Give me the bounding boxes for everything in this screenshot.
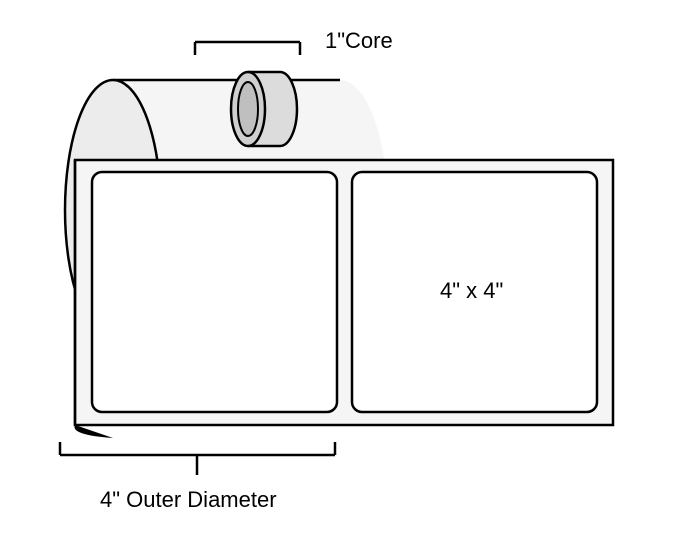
- roll-illustration: [0, 0, 691, 555]
- label-roll-diagram: 1"Core 4" x 4" 4" Outer Diameter: [0, 0, 691, 555]
- outer-diameter-label: 4" Outer Diameter: [100, 487, 277, 513]
- core-label: 1"Core: [325, 28, 393, 54]
- label-size-text: 4" x 4": [440, 278, 503, 304]
